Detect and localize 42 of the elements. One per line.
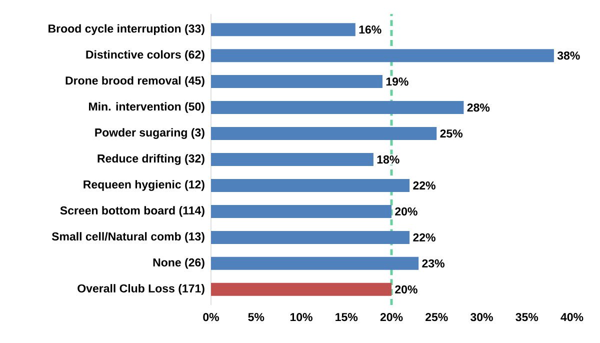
bar <box>211 230 410 244</box>
x-tick-label: 40% <box>560 313 584 322</box>
data-label: 22% <box>413 233 436 242</box>
bar <box>211 127 437 140</box>
y-tick-label: Drone brood removal (45) <box>66 76 204 87</box>
x-tick-label: 0% <box>203 313 220 322</box>
y-tick-label: Brood cycle interruption (33) <box>48 24 204 35</box>
data-label: 23% <box>422 259 444 268</box>
y-tick-label: Requeen hygienic (12) <box>84 180 204 191</box>
bar <box>211 101 464 114</box>
bar <box>211 204 392 218</box>
bar <box>211 256 419 270</box>
x-tick-label: 20% <box>380 313 403 322</box>
y-tick-label: None (26) <box>153 258 204 269</box>
x-tick-label: 5% <box>248 313 264 322</box>
data-label: 28% <box>467 103 490 112</box>
bar <box>211 178 410 192</box>
data-label: 18% <box>377 155 400 164</box>
bar <box>211 153 374 166</box>
x-tick-label: 10% <box>290 313 312 322</box>
x-tick-label: 35% <box>516 313 538 322</box>
bar <box>211 49 554 62</box>
y-tick-label: Distinctive colors (62) <box>86 50 204 61</box>
x-tick-label: 25% <box>426 313 448 322</box>
data-label: 20% <box>395 285 418 294</box>
data-label: 20% <box>395 207 418 216</box>
y-tick-label: Reduce drifting (32) <box>98 154 204 165</box>
data-label: 38% <box>557 51 580 60</box>
bar <box>211 23 356 36</box>
data-label: 19% <box>386 77 408 86</box>
y-tick-label: Min. intervention (50) <box>89 102 204 113</box>
y-tick-label: Powder sugaring (3) <box>95 128 204 139</box>
y-tick-label: Screen bottom board (114) <box>60 206 204 217</box>
x-tick-label: 15% <box>336 313 358 322</box>
data-label: 16% <box>359 26 382 34</box>
data-label: 22% <box>413 181 436 190</box>
bar <box>211 282 392 296</box>
data-label: 25% <box>440 129 463 138</box>
y-tick-label: Overall Club Loss (171) <box>78 284 204 295</box>
bar <box>211 75 382 88</box>
x-tick-label: 30% <box>470 313 493 322</box>
y-tick-label: Small cell/Natural comb (13) <box>52 232 204 243</box>
